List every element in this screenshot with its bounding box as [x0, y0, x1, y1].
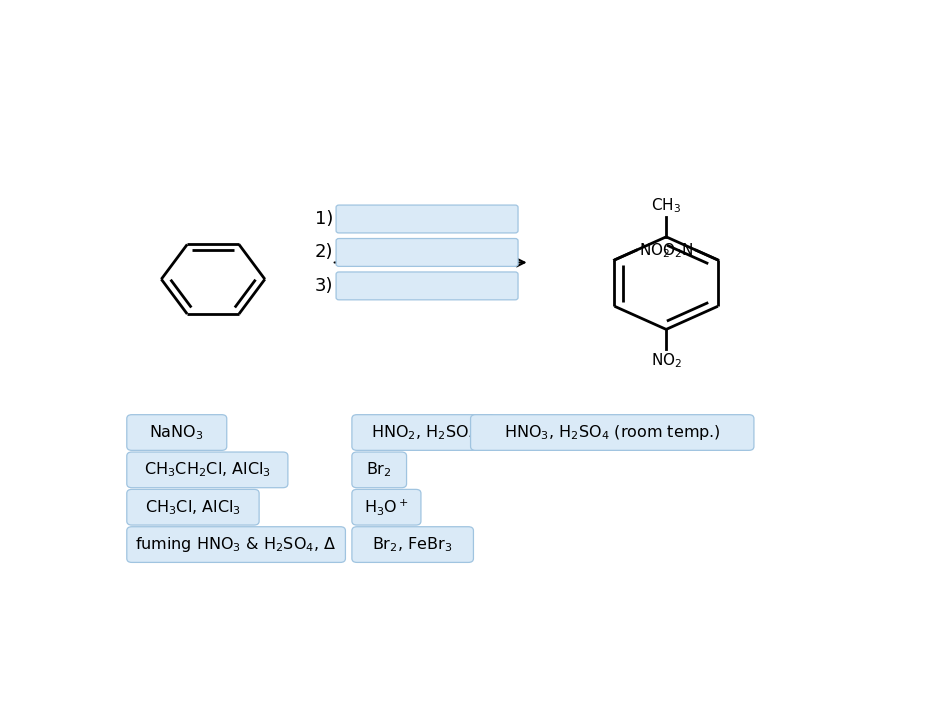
Text: CH$_3$CH$_2$Cl, AlCl$_3$: CH$_3$CH$_2$Cl, AlCl$_3$	[144, 460, 271, 479]
FancyBboxPatch shape	[127, 415, 226, 450]
Text: Br$_2$, FeBr$_3$: Br$_2$, FeBr$_3$	[372, 535, 452, 554]
FancyBboxPatch shape	[351, 452, 406, 488]
FancyBboxPatch shape	[127, 452, 287, 488]
Text: H$_3$O$^+$: H$_3$O$^+$	[363, 497, 409, 517]
FancyBboxPatch shape	[127, 489, 259, 525]
Text: NO$_2$: NO$_2$	[650, 352, 681, 370]
FancyBboxPatch shape	[351, 415, 494, 450]
Text: HNO$_3$, H$_2$SO$_4$ (room temp.): HNO$_3$, H$_2$SO$_4$ (room temp.)	[503, 423, 720, 442]
Text: NO$_2$: NO$_2$	[639, 241, 669, 260]
FancyBboxPatch shape	[470, 415, 753, 450]
FancyBboxPatch shape	[351, 527, 473, 563]
FancyBboxPatch shape	[351, 489, 421, 525]
Text: 1): 1)	[314, 210, 333, 228]
Text: Br$_2$: Br$_2$	[366, 460, 391, 479]
Text: CH$_3$Cl, AlCl$_3$: CH$_3$Cl, AlCl$_3$	[145, 498, 241, 516]
Text: 2): 2)	[314, 243, 333, 261]
Text: NaNO$_3$: NaNO$_3$	[149, 423, 204, 442]
FancyBboxPatch shape	[336, 272, 517, 300]
FancyBboxPatch shape	[336, 238, 517, 266]
Text: O$_2$N: O$_2$N	[661, 241, 692, 260]
Text: HNO$_2$, H$_2$SO$_4$: HNO$_2$, H$_2$SO$_4$	[370, 423, 476, 442]
FancyBboxPatch shape	[127, 527, 345, 563]
FancyBboxPatch shape	[336, 205, 517, 233]
Text: fuming HNO$_3$ & H$_2$SO$_4$, Δ: fuming HNO$_3$ & H$_2$SO$_4$, Δ	[135, 535, 337, 554]
Text: 3): 3)	[314, 277, 333, 295]
Text: CH$_3$: CH$_3$	[651, 196, 680, 214]
